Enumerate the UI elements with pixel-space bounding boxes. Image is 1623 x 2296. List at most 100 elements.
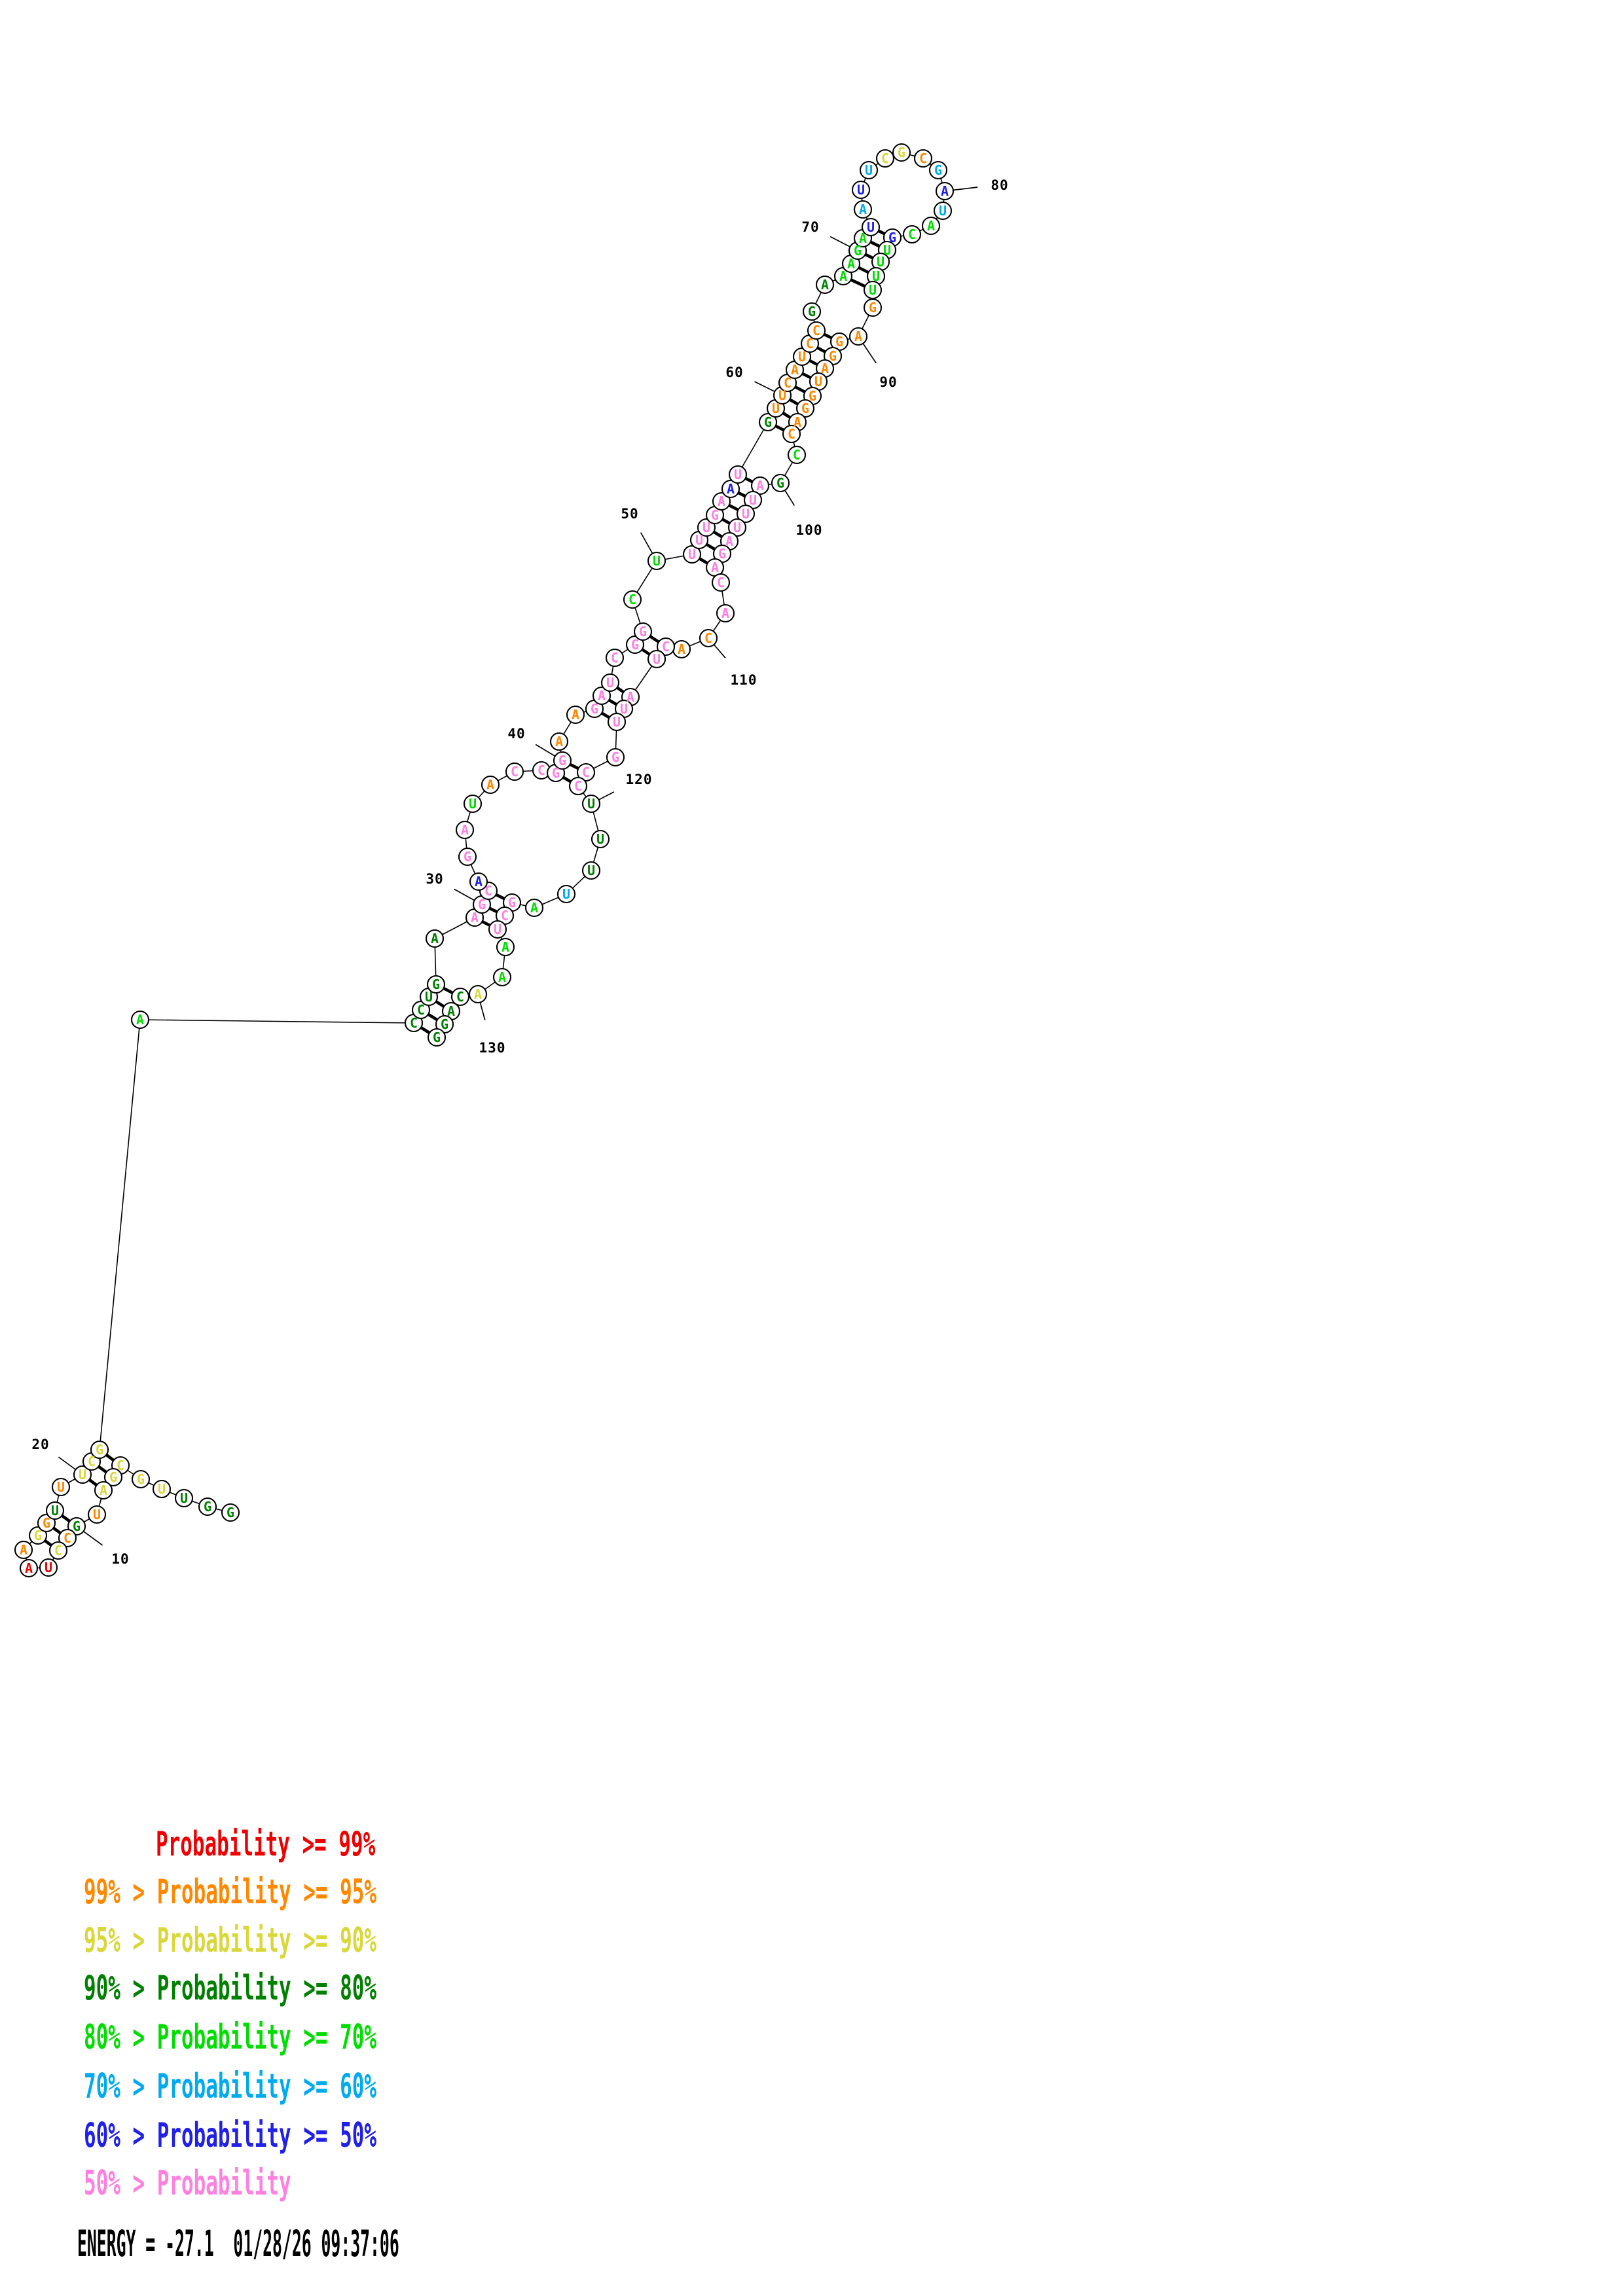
nucleotide-circle <box>758 412 778 432</box>
nucleotide-letter: G <box>776 475 784 491</box>
nucleotide-circle <box>130 1010 150 1030</box>
nucleotide-letter: C <box>881 151 889 166</box>
nucleotide-letter: G <box>432 977 440 992</box>
nucleotide-circle <box>455 820 475 840</box>
position-label: 10 <box>111 1551 129 1567</box>
nucleotide-letter: A <box>821 361 829 376</box>
nucleotide-circle <box>750 476 770 495</box>
nucleotide-letter: A <box>711 560 719 575</box>
nucleotide-letter: C <box>704 630 712 646</box>
nucleotide-letter: G <box>43 1515 50 1531</box>
nucleotide-letter: C <box>629 592 636 607</box>
nucleotide-letter: C <box>788 426 795 442</box>
nucleotide-letter: G <box>934 162 942 178</box>
nucleotide-letter: A <box>572 707 579 723</box>
nucleotide-letter: U <box>79 1467 86 1482</box>
nucleotide-circle <box>14 1540 33 1560</box>
nucleotide-circle <box>892 143 911 162</box>
nucleotide-circle <box>87 1505 107 1524</box>
position-label: 60 <box>725 365 743 380</box>
nucleotide-circle <box>935 181 955 201</box>
nucleotide-circle <box>605 648 625 668</box>
nucleotide-letter: C <box>64 1530 71 1546</box>
nucleotide-letter: C <box>54 1543 62 1558</box>
nucleotide-letter: G <box>96 1442 103 1458</box>
nucleotide-letter: A <box>725 533 733 549</box>
nucleotide-letter: C <box>456 989 464 1005</box>
nucleotide-circle <box>647 649 666 669</box>
nucleotide-letter: G <box>552 765 560 781</box>
nucleotide-circle <box>581 794 601 814</box>
nucleotide-letter: C <box>88 1454 96 1469</box>
nucleotide-circle <box>468 984 488 1004</box>
position-label: 110 <box>731 672 757 688</box>
position-label: 20 <box>31 1437 49 1452</box>
nucleotide-circle <box>647 551 666 571</box>
nucleotide-circle <box>94 1480 113 1500</box>
nucleotide-circle <box>623 590 642 609</box>
nucleotide-letter: G <box>464 849 471 865</box>
nucleotide-letter: U <box>778 387 786 403</box>
nucleotide-letter: C <box>538 762 545 778</box>
nucleotide-letter: A <box>839 268 847 284</box>
nucleotide-letter: A <box>461 822 469 838</box>
nucleotide-letter: G <box>109 1469 117 1485</box>
nucleotide-letter: A <box>927 218 935 234</box>
nucleotide-letter: A <box>20 1542 27 1558</box>
nucleotide-letter: U <box>798 349 806 365</box>
nucleotide-circle <box>716 603 735 623</box>
nucleotide-letter: U <box>93 1507 101 1522</box>
nucleotide-circle <box>902 224 922 244</box>
nucleotide-letter: U <box>653 651 661 667</box>
nucleotide-circle <box>90 1440 109 1460</box>
nucleotide-letter: G <box>478 897 486 912</box>
nucleotide-circle <box>913 149 933 168</box>
nucleotide-letter: G <box>591 701 598 717</box>
nucleotide-letter: G <box>829 348 837 364</box>
nucleotide-circle <box>771 473 790 493</box>
nucleotide-circle <box>606 747 625 767</box>
position-label: 100 <box>796 522 823 538</box>
nucleotide-circle <box>859 160 879 180</box>
nucleotide-letter: G <box>718 546 726 562</box>
nucleotide-circle <box>524 898 544 918</box>
nucleotide-letter: C <box>717 575 725 590</box>
nucleotide-circle <box>721 479 740 499</box>
nucleotide-circle <box>592 686 611 706</box>
nucleotide-letter: U <box>45 1560 52 1575</box>
nucleotide-circle <box>488 920 507 939</box>
nucleotide-circle <box>711 573 731 592</box>
nucleotide-letter: A <box>475 874 483 889</box>
backbone-segment <box>99 1019 141 1450</box>
nucleotide-circle <box>426 975 446 994</box>
nucleotide-letter: G <box>854 243 862 259</box>
nucleotide-circle <box>131 1469 151 1489</box>
nucleotide-letter: A <box>501 939 509 955</box>
nucleotide-letter: C <box>417 1002 425 1018</box>
nucleotide-letter: A <box>471 910 479 925</box>
nucleotide-circle <box>48 1541 68 1560</box>
nucleotide-letter: A <box>100 1482 107 1498</box>
nucleotide-circle <box>656 637 676 656</box>
nucleotide-circle <box>815 275 835 295</box>
nucleotide-letter: G <box>227 1505 234 1520</box>
nucleotide-letter: C <box>117 1458 124 1473</box>
nucleotide-circle-layer <box>14 143 955 1578</box>
nucleotide-circle <box>591 829 610 849</box>
nucleotide-letter: G <box>835 334 843 350</box>
nucleotide-letter: G <box>869 300 877 315</box>
nucleotide-letter: G <box>508 895 516 910</box>
nucleotide-letter: C <box>662 639 670 655</box>
nucleotide-circle <box>795 399 815 418</box>
nucleotide-letter: C <box>919 151 927 166</box>
nucleotide-letter: A <box>859 230 867 246</box>
nucleotide-circle <box>787 445 807 465</box>
nucleotide-letter: U <box>772 401 780 416</box>
nucleotide-letter: C <box>784 375 792 391</box>
legend-line: 90% > Probability >= 80% <box>84 1969 377 2008</box>
nucleotide-circle <box>861 217 881 237</box>
position-label: 90 <box>879 374 897 390</box>
legend-line: 70% > Probability >= 60% <box>84 2067 377 2106</box>
nucleotide-circle <box>848 327 868 346</box>
